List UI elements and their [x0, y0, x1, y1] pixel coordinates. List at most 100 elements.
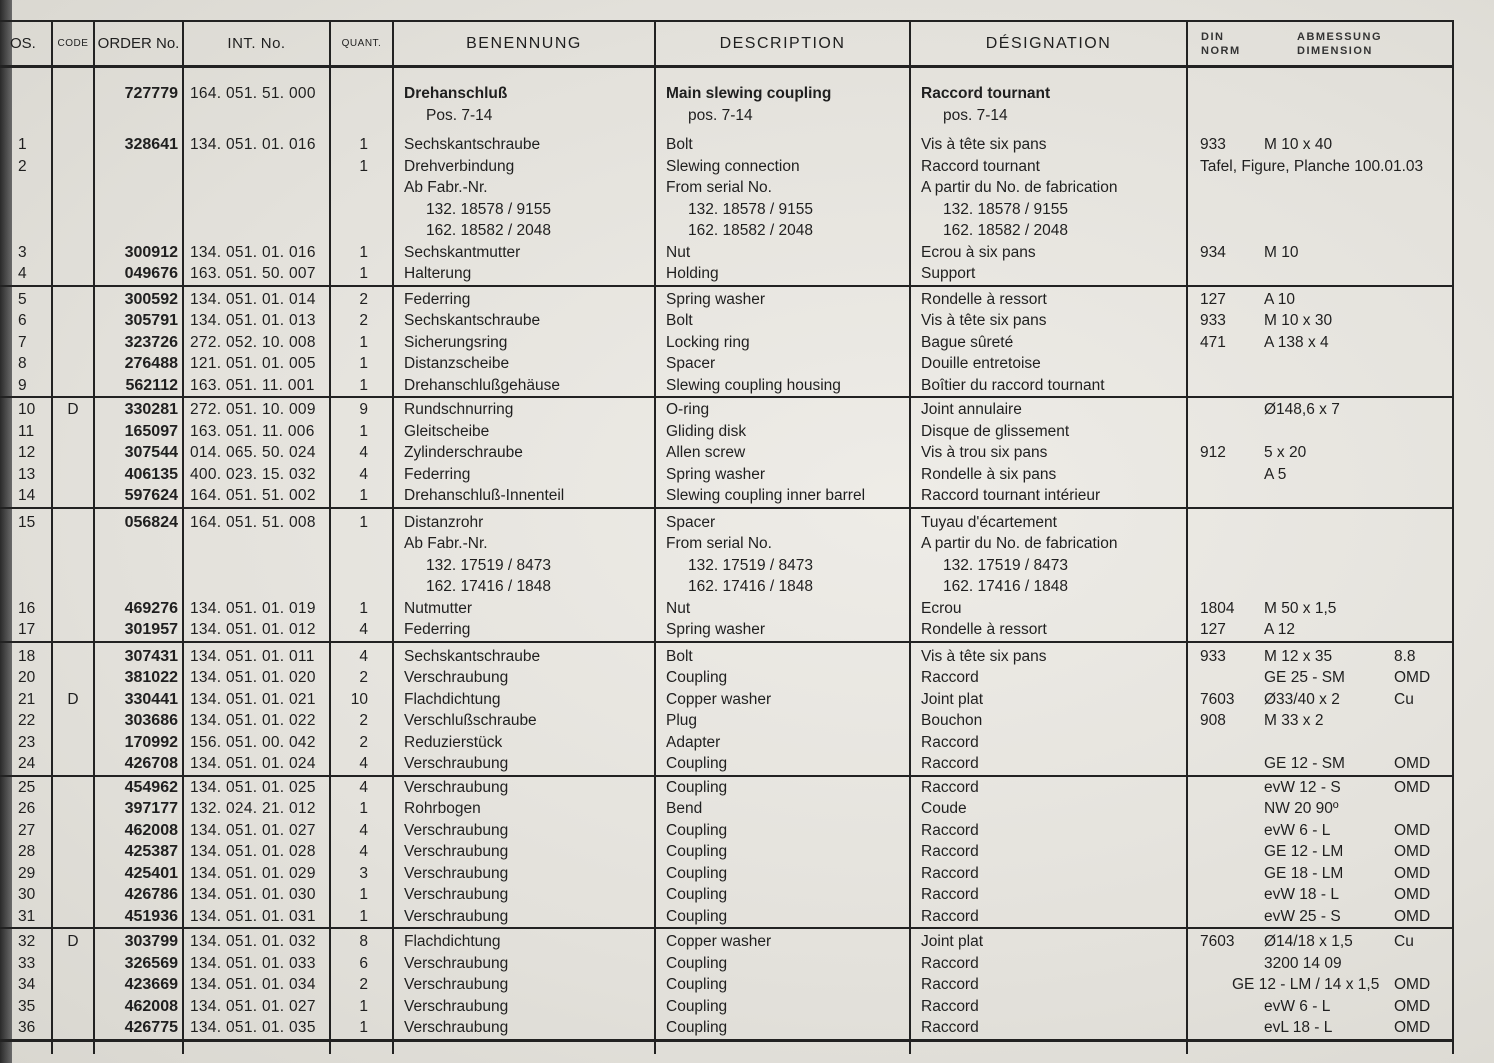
- description-cell: Coupling: [655, 1017, 911, 1040]
- cell: [910, 1038, 1188, 1054]
- quantity-cell: 1: [330, 597, 394, 619]
- int-no-cell: 134. 051. 01. 029: [183, 862, 331, 884]
- quantity-cell: 4: [330, 619, 394, 642]
- din-dimension-cell: 933 M 12 x 35 8.8: [1187, 645, 1454, 667]
- part-row-continuation: 132. 17519 / 8473 132. 17519 / 8473 132. 1…: [0, 554, 1454, 576]
- din-norm: 1804: [1200, 599, 1235, 617]
- int-no-cell: 134. 051. 01. 012: [183, 619, 331, 642]
- designation-cell: pos. 7-14: [910, 104, 1188, 126]
- designation-cell: Rondelle à six pans: [910, 463, 1188, 485]
- quantity-cell: [330, 554, 394, 576]
- part-row-continuation: 162. 18582 / 2048 162. 18582 / 2048 162. 1…: [0, 220, 1454, 242]
- part-row-continuation: Ab Fabr.-Nr. From serial No. A partir du N…: [0, 533, 1454, 555]
- dimension: evW 6 - L: [1264, 821, 1331, 839]
- dimension: Ø148,6 x 7: [1264, 401, 1340, 418]
- part-row: 14 597624 164. 051. 51. 002 1 Drehanschluß-I…: [0, 485, 1454, 508]
- pos-cell: 3: [0, 241, 53, 263]
- dimension-note: OMD: [1394, 821, 1431, 839]
- din-dimension-cell: evW 12 - S OMD: [1187, 776, 1454, 798]
- description-cell: Spring washer: [655, 288, 911, 310]
- pos-cell: 17: [0, 619, 53, 642]
- benennung-cell: Sechskantschraube: [393, 134, 656, 156]
- int-no-cell: [183, 104, 331, 126]
- part-row: 9 562112 163. 051. 11. 001 1 Drehanschlußgeh…: [0, 374, 1454, 397]
- din-dimension-cell: [1187, 576, 1454, 598]
- code-cell: [52, 619, 95, 642]
- designation-cell: Ecrou à six pans: [910, 241, 1188, 263]
- code-cell: [52, 798, 95, 820]
- din-dimension-cell: 1804 M 50 x 1,5: [1187, 597, 1454, 619]
- quantity-cell: 2: [330, 710, 394, 732]
- din-dimension-cell: [1187, 198, 1454, 220]
- order-no-cell: 462008: [94, 995, 184, 1017]
- benennung-cell: Verschraubung: [393, 884, 656, 906]
- int-no-cell: [183, 177, 331, 199]
- din-dimension-cell: [1187, 420, 1454, 442]
- benennung-cell: 132. 17519 / 8473: [393, 554, 656, 576]
- description-cell: Coupling: [655, 862, 911, 884]
- din-norm-text: Tafel, Figure, Planche 100.01.03: [1200, 157, 1424, 175]
- cell: [94, 396, 184, 399]
- benennung-cell: Verschraubung: [393, 753, 656, 776]
- int-no-cell: 134. 051. 01. 035: [183, 1017, 331, 1040]
- order-no-cell: 305791: [94, 310, 184, 332]
- col-header-pos: OS.: [0, 20, 53, 68]
- designation-cell: Vis à trou six pans: [910, 442, 1188, 464]
- designation-cell: Support: [910, 263, 1188, 286]
- pos-cell: [0, 220, 53, 242]
- designation-cell: Coude: [910, 798, 1188, 820]
- designation-cell: A partir du No. de fabrication: [910, 177, 1188, 199]
- dimension: GE 12 - LM / 14 x 1,5: [1232, 976, 1380, 993]
- order-no-cell: 303799: [94, 931, 184, 953]
- table-body: 727779 164. 051. 51. 000 Drehanschluß Main …: [0, 65, 1454, 1054]
- description-cell: Coupling: [655, 667, 911, 689]
- order-no-cell: 056824: [94, 511, 184, 533]
- cell: [910, 927, 1188, 931]
- din-dimension-cell: 933 M 10 x 30: [1187, 310, 1454, 332]
- benennung-cell: Sechskantmutter: [393, 241, 656, 263]
- part-row: 20 381022 134. 051. 01. 020 2 Verschraubung C…: [0, 667, 1454, 689]
- quantity-cell: [330, 177, 394, 199]
- dimension: M 10: [1264, 243, 1299, 261]
- benennung-cell: Federring: [393, 288, 656, 310]
- quantity-cell: 1: [330, 241, 394, 263]
- part-row: 6 305791 134. 051. 01. 013 2 Sechskantschrau…: [0, 310, 1454, 332]
- code-cell: D: [52, 399, 95, 421]
- benennung-cell: Halterung: [393, 263, 656, 286]
- order-no-cell: 406135: [94, 463, 184, 485]
- cell: [330, 1038, 394, 1054]
- designation-cell: Vis à tête six pans: [910, 310, 1188, 332]
- code-cell: [52, 198, 95, 220]
- group-top-padding: [0, 927, 1454, 931]
- benennung-cell: Verschraubung: [393, 952, 656, 974]
- din-norm: 471: [1200, 333, 1226, 351]
- dimension-note: OMD: [1394, 778, 1431, 796]
- dimension: GE 18 - LM: [1264, 864, 1344, 882]
- cell: [94, 284, 184, 289]
- cell: [910, 65, 1188, 83]
- abmessung-label: ABMESSUNG: [1297, 30, 1383, 43]
- description-cell: Coupling: [655, 776, 911, 798]
- quantity-cell: 4: [330, 753, 394, 776]
- dimension: GE 12 - LM: [1264, 843, 1344, 860]
- benennung-cell: Distanzrohr: [393, 511, 656, 533]
- benennung-cell: Rohrbogen: [393, 798, 656, 820]
- designation-cell: 132. 18578 / 9155: [910, 198, 1188, 220]
- code-cell: [52, 104, 95, 126]
- cell: [52, 284, 95, 289]
- order-no-cell: 462008: [94, 819, 184, 841]
- part-row: 27 462008 134. 051. 01. 027 4 Verschraubung C…: [0, 819, 1454, 841]
- cell: [0, 126, 53, 134]
- part-row: 35 462008 134. 051. 01. 027 1 Verschraubung C…: [0, 995, 1454, 1017]
- order-no-cell: 562112: [94, 374, 184, 397]
- part-row: 10 D 330281 272. 051. 10. 009 9 Rundschnurrin…: [0, 399, 1454, 421]
- cell: [0, 396, 53, 399]
- dimension: GE 12 - SM: [1264, 755, 1345, 772]
- order-no-cell: 727779: [94, 83, 184, 105]
- dimension: evW 25 - S: [1264, 907, 1341, 925]
- col-header-benennung: BENENNUNG: [393, 20, 656, 68]
- description-cell: 132. 18578 / 9155: [655, 198, 911, 220]
- quantity-cell: 1: [330, 134, 394, 156]
- dimension: 5 x 20: [1264, 444, 1307, 461]
- benennung-cell: Verschraubung: [393, 862, 656, 884]
